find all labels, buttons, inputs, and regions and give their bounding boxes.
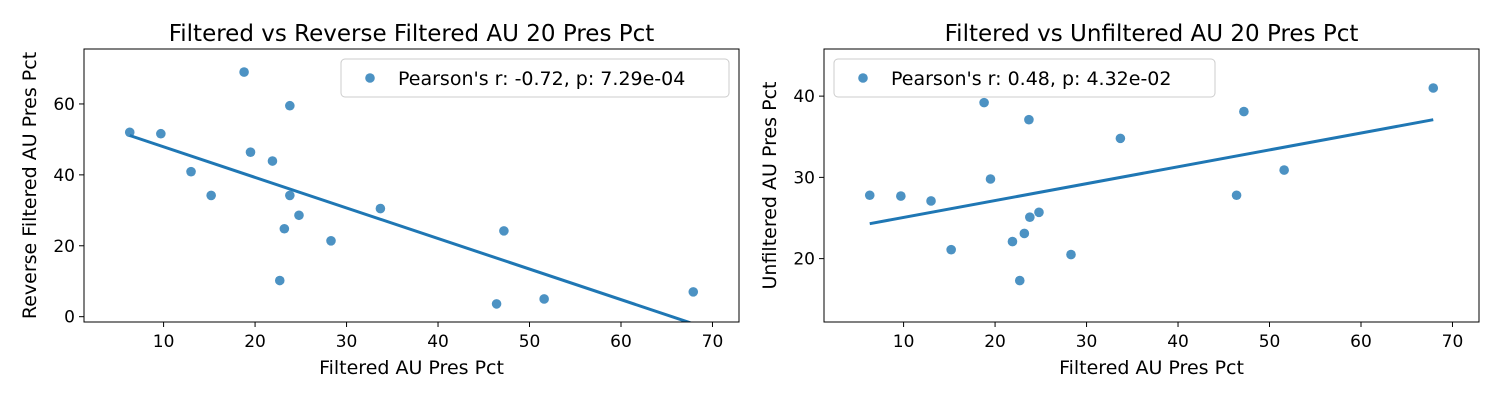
regression-line <box>869 118 1434 226</box>
scatter-point <box>1279 165 1289 175</box>
scatter-point <box>688 287 699 297</box>
scatter-point <box>1034 207 1044 218</box>
scatter-point <box>1428 83 1439 93</box>
x-tick-label: 60 <box>1350 332 1372 352</box>
legend: Pearson's r: 0.48, p: 4.32e-02 <box>833 58 1216 98</box>
scatter-point <box>1239 106 1249 117</box>
data-points <box>124 67 699 309</box>
scatter-point <box>279 223 290 234</box>
scatter-point <box>186 166 196 177</box>
x-tick-label: 10 <box>153 332 175 352</box>
scatter-point <box>1231 190 1242 201</box>
scatter-point <box>375 203 386 214</box>
scatter-point <box>274 275 285 286</box>
legend-box <box>833 58 1216 98</box>
y-tick-label: 30 <box>793 168 815 188</box>
scatter-point <box>1019 228 1030 239</box>
scatter-point <box>156 128 166 139</box>
scatter-point <box>864 190 875 201</box>
legend-marker <box>858 73 868 83</box>
scatter-point <box>206 190 216 201</box>
x-tick-label: 50 <box>1259 332 1281 352</box>
scatter-point <box>1115 133 1126 144</box>
chart-panel-1: Filtered vs Reverse Filtered AU 20 Pres … <box>19 21 740 379</box>
y-tick-label: 40 <box>793 87 815 107</box>
legend: Pearson's r: -0.72, p: 7.29e-04 <box>340 58 730 98</box>
y-tick-label: 0 <box>64 308 75 328</box>
x-tick-label: 20 <box>244 332 266 352</box>
legend-label: Pearson's r: -0.72, p: 7.29e-04 <box>398 68 685 90</box>
scatter-point <box>539 294 549 304</box>
scatter-point <box>491 299 502 309</box>
plot-frame <box>83 48 740 323</box>
x-axis-label: Filtered AU Pres Pct <box>1059 357 1244 379</box>
scatter-point <box>1014 275 1025 286</box>
y-axis-label: Reverse Filtered AU Pres Pct <box>19 52 41 319</box>
x-tick-label: 70 <box>1442 332 1464 352</box>
x-tick-label: 70 <box>702 332 724 352</box>
scatter-point <box>896 191 906 201</box>
x-tick-label: 50 <box>519 332 541 352</box>
scatter-point <box>267 156 278 166</box>
scatter-point <box>239 67 249 77</box>
scatter-point <box>499 226 509 236</box>
legend-label: Pearson's r: 0.48, p: 4.32e-02 <box>891 68 1171 90</box>
x-tick-label: 60 <box>610 332 632 352</box>
scatter-point <box>1024 114 1034 125</box>
scatter-point <box>245 147 256 157</box>
x-tick-label: 10 <box>893 332 915 352</box>
plot-frame <box>823 48 1480 323</box>
scatter-point <box>1007 236 1018 247</box>
y-tick-label: 20 <box>793 250 815 270</box>
y-axis-label: Unfiltered AU Pres Pct <box>759 82 781 290</box>
x-tick-label: 40 <box>427 332 449 352</box>
scatter-point <box>285 100 295 111</box>
regression-line <box>129 134 693 322</box>
data-points <box>864 83 1439 286</box>
chart-title: Filtered vs Unfiltered AU 20 Pres Pct <box>945 21 1359 47</box>
scatter-point <box>1066 249 1076 260</box>
x-tick-label: 20 <box>984 332 1006 352</box>
legend-marker <box>365 73 375 83</box>
x-tick-label: 40 <box>1167 332 1189 352</box>
x-tick-label: 30 <box>1076 332 1098 352</box>
scatter-point <box>1025 212 1035 222</box>
chart-title: Filtered vs Reverse Filtered AU 20 Pres … <box>169 21 655 47</box>
scatter-point <box>985 174 996 184</box>
chart-panel-2: Filtered vs Unfiltered AU 20 Pres Pct 10 2… <box>759 21 1480 379</box>
legend-box <box>340 58 730 98</box>
scatter-point <box>294 210 304 221</box>
y-tick-label: 60 <box>53 95 75 115</box>
scatter-point <box>926 196 936 206</box>
x-axis-label: Filtered AU Pres Pct <box>319 357 504 379</box>
scatter-point <box>979 97 989 108</box>
y-tick-label: 20 <box>53 237 75 257</box>
x-tick-label: 30 <box>336 332 358 352</box>
scatter-point <box>326 236 336 246</box>
scatter-point <box>124 127 135 138</box>
scatter-point <box>946 244 956 255</box>
scatter-point <box>285 190 295 201</box>
y-tick-label: 40 <box>53 166 75 186</box>
